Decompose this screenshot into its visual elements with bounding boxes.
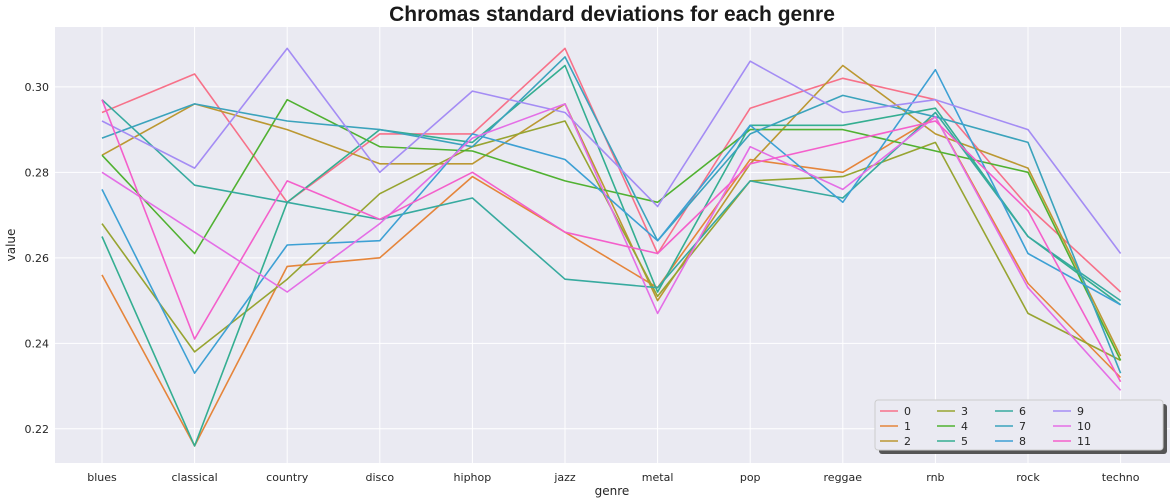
x-tick-label: disco — [366, 471, 395, 484]
series-line-4 — [101, 98, 1122, 361]
y-tick-labels: 0.22 0.24 0.26 0.28 0.30 — [25, 81, 50, 436]
x-tick-label: blues — [87, 471, 117, 484]
y-axis-label: value — [4, 229, 18, 262]
x-tick-label: pop — [740, 471, 761, 484]
x-tick-labels: blues classical country disco hiphop jazz meta… — [87, 471, 1140, 484]
x-tick-label: reggae — [824, 471, 863, 484]
series-line-7 — [101, 56, 1122, 374]
series-line-10 — [101, 103, 1122, 391]
x-tick-label: rock — [1016, 471, 1040, 484]
chart-title: Chromas standard deviations for each gen… — [389, 3, 835, 26]
series-line-11 — [101, 99, 1122, 383]
y-tick-label: 0.30 — [25, 81, 50, 94]
legend-items: 0 1 2 3 4 5 6 7 8 9 10 11 — [880, 405, 1091, 448]
y-tick-label: 0.22 — [25, 423, 50, 436]
legend-label-7: 7 — [1019, 420, 1026, 433]
legend-label-2: 2 — [904, 435, 911, 448]
legend-box — [874, 399, 1164, 451]
legend-label-0: 0 — [904, 405, 911, 418]
x-axis-label: genre — [595, 484, 630, 498]
legend-label-5: 5 — [961, 435, 968, 448]
x-tick-label: country — [266, 471, 309, 484]
y-tick-label: 0.24 — [25, 337, 50, 350]
series-line-6 — [101, 99, 1122, 302]
x-tick-label: metal — [642, 471, 674, 484]
series-line-9 — [101, 47, 1122, 254]
legend-label-8: 8 — [1019, 435, 1026, 448]
series-line-0 — [101, 47, 1122, 293]
legend-label-6: 6 — [1019, 405, 1026, 418]
x-tick-label: techno — [1102, 471, 1140, 484]
legend: 0 1 2 3 4 5 6 7 8 9 10 11 — [874, 399, 1167, 454]
series-line-5 — [101, 64, 1122, 447]
x-tick-label: rnb — [926, 471, 944, 484]
series-line-8 — [101, 68, 1121, 375]
legend-label-11: 11 — [1077, 435, 1091, 448]
x-tick-label: jazz — [553, 471, 576, 484]
legend-label-1: 1 — [904, 420, 911, 433]
x-tick-label: classical — [171, 471, 217, 484]
legend-label-4: 4 — [961, 420, 968, 433]
plot-area — [55, 27, 1170, 463]
legend-label-9: 9 — [1077, 405, 1084, 418]
y-tick-label: 0.28 — [25, 166, 50, 179]
x-tick-label: hiphop — [454, 471, 492, 484]
series-layer — [101, 47, 1122, 447]
y-tick-label: 0.26 — [25, 252, 50, 265]
legend-label-10: 10 — [1077, 420, 1091, 433]
legend-label-3: 3 — [961, 405, 968, 418]
